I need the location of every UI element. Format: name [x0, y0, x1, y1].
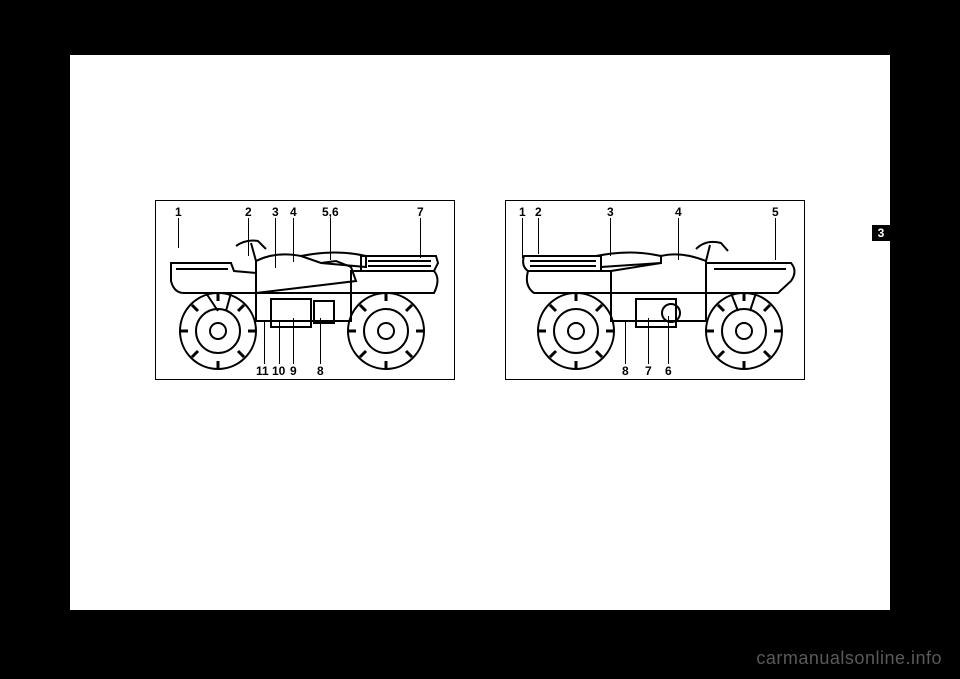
leader-line — [293, 218, 294, 262]
callout-left-bot-8: 8 — [317, 364, 324, 378]
callout-number: 11 — [256, 364, 269, 378]
atv-left-illustration — [156, 201, 456, 381]
leader-line — [625, 320, 626, 364]
leader-line — [668, 316, 669, 364]
callout-right-bot-8: 8 — [622, 364, 629, 378]
callout-number: 10 — [272, 364, 285, 378]
left-view-figure — [155, 200, 455, 380]
leader-line — [678, 218, 679, 260]
watermark: carmanualsonline.info — [756, 648, 942, 669]
leader-line — [538, 218, 539, 254]
callout-number: 9 — [290, 364, 297, 378]
leader-line — [420, 218, 421, 258]
leader-line — [330, 218, 331, 260]
callout-left-bot-9: 9 — [290, 364, 297, 378]
callout-number: 3 — [272, 205, 279, 219]
callout-number: 2 — [535, 205, 542, 219]
chapter-tab: 3 — [872, 225, 890, 241]
atv-right-illustration — [506, 201, 806, 381]
callout-number: 3 — [607, 205, 614, 219]
callout-number: 8 — [622, 364, 629, 378]
callout-left-top-3: 3 — [272, 205, 279, 219]
callout-right-bot-6: 6 — [665, 364, 672, 378]
leader-line — [264, 322, 265, 364]
callout-right-top-3: 3 — [607, 205, 614, 219]
callout-number: 7 — [645, 364, 652, 378]
callout-right-bot-7: 7 — [645, 364, 652, 378]
leader-line — [522, 218, 523, 258]
leader-line — [178, 218, 179, 248]
callout-number: 5 — [772, 205, 779, 219]
leader-line — [775, 218, 776, 260]
callout-right-top-2: 2 — [535, 205, 542, 219]
leader-line — [275, 218, 276, 268]
callout-number: 6 — [665, 364, 672, 378]
callout-number: 4 — [675, 205, 682, 219]
right-view-figure — [505, 200, 805, 380]
leader-line — [279, 320, 280, 364]
callout-left-top-4: 4 — [290, 205, 297, 219]
leader-line — [610, 218, 611, 256]
callout-number: 5,6 — [322, 205, 339, 219]
callout-number: 8 — [317, 364, 324, 378]
leader-line — [248, 218, 249, 256]
callout-right-top-4: 4 — [675, 205, 682, 219]
callout-right-top-5: 5 — [772, 205, 779, 219]
callout-left-top-56: 5,6 — [322, 205, 339, 219]
watermark-text: carmanualsonline.info — [756, 648, 942, 668]
callout-left-top-1: 1 — [175, 205, 182, 219]
callout-left-bot-10: 10 — [272, 364, 285, 378]
callout-number: 2 — [245, 205, 252, 219]
callout-left-top-7: 7 — [417, 205, 424, 219]
chapter-tab-label: 3 — [878, 226, 885, 240]
callout-number: 7 — [417, 205, 424, 219]
leader-line — [320, 318, 321, 364]
callout-left-top-2: 2 — [245, 205, 252, 219]
callout-right-top-1: 1 — [519, 205, 526, 219]
callout-number: 1 — [175, 205, 182, 219]
callout-number: 1 — [519, 205, 526, 219]
callout-left-bot-11: 11 — [256, 364, 269, 378]
callout-number: 4 — [290, 205, 297, 219]
leader-line — [648, 318, 649, 364]
leader-line — [293, 318, 294, 364]
